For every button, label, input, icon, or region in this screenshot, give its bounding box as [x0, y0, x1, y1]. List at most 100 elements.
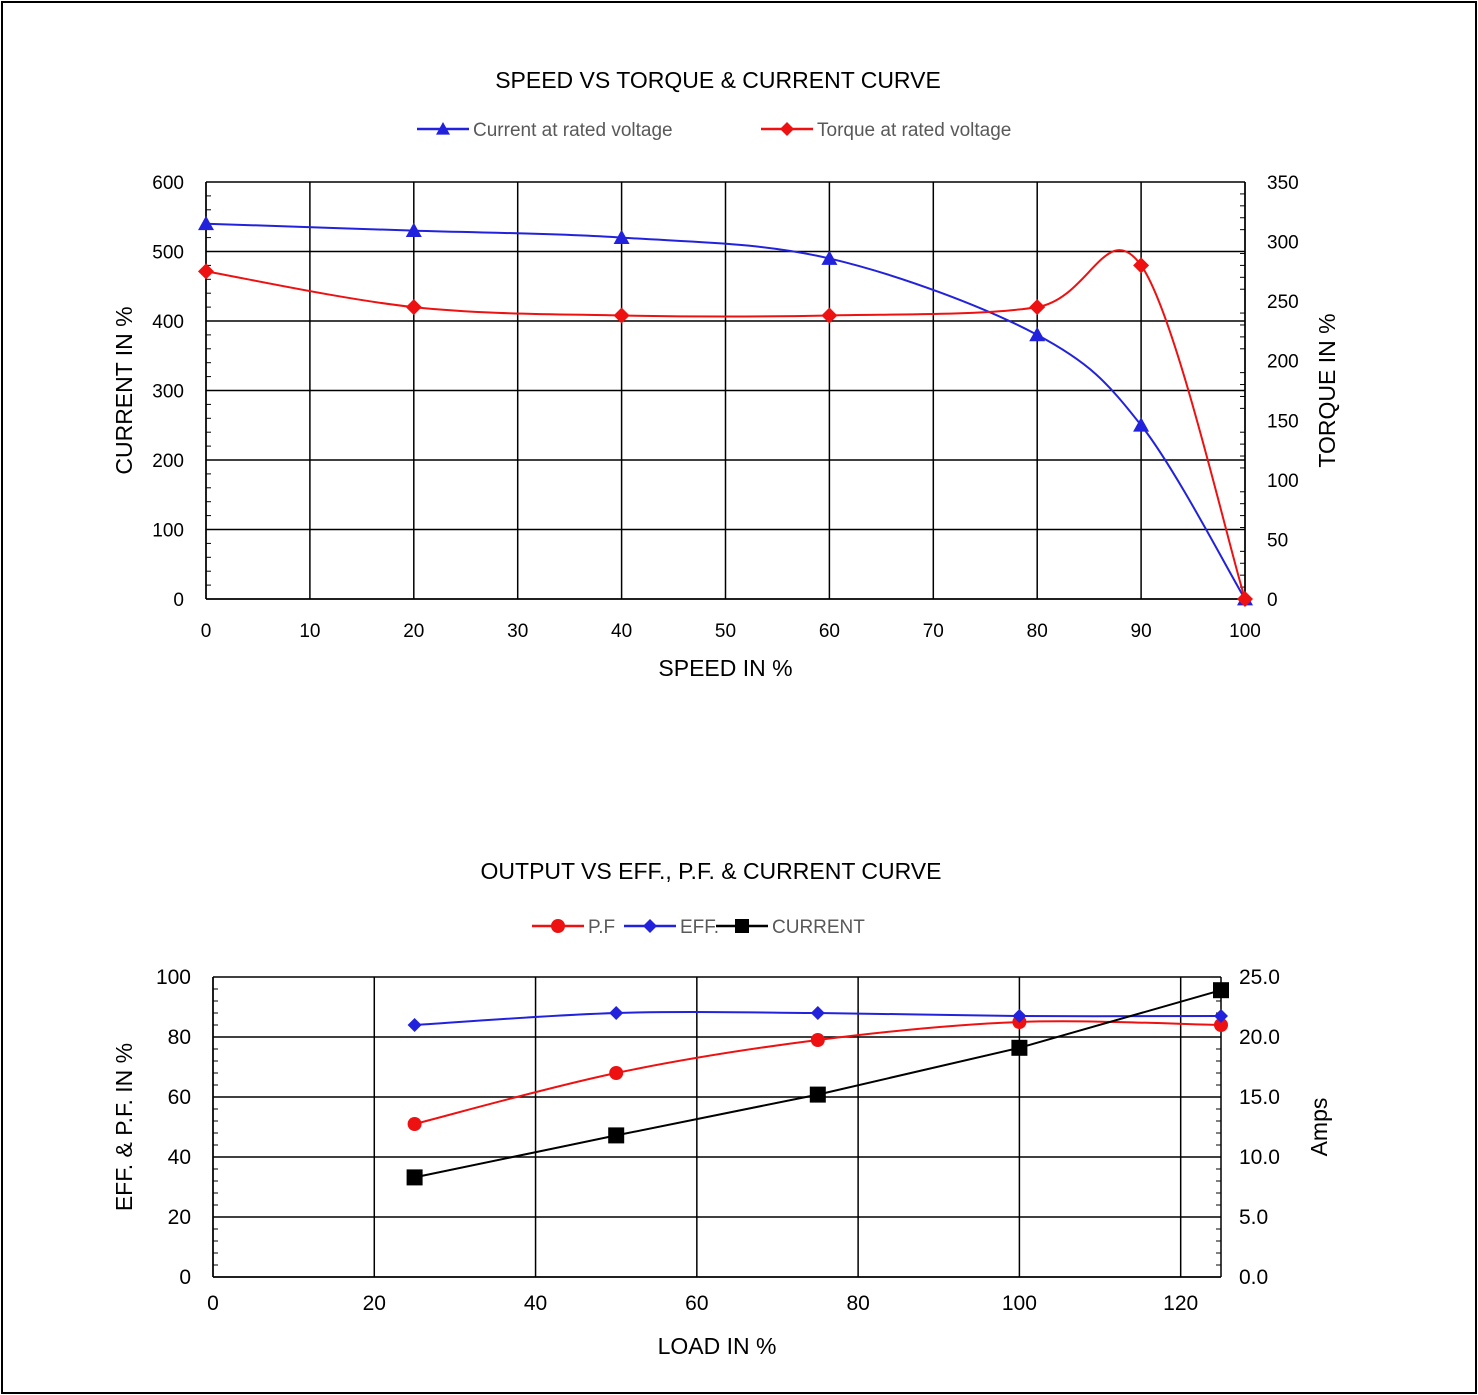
- y-tick-label: 400: [152, 312, 184, 333]
- y2-tick-label: 350: [1267, 173, 1299, 194]
- x-tick-label: 100: [1229, 621, 1261, 642]
- x-axis-title: LOAD IN %: [658, 1333, 777, 1359]
- data-point: [198, 263, 214, 280]
- data-point: [1012, 1009, 1027, 1023]
- x-tick-label: 40: [524, 1292, 547, 1315]
- speed-torque-current-chart: SPEED VS TORQUE & CURRENT CURVE Current a…: [111, 67, 1340, 681]
- y2-tick-label: 15.0: [1239, 1086, 1280, 1109]
- legend-label: P.F: [588, 917, 615, 938]
- x-tick-label: 20: [363, 1292, 386, 1315]
- legend-label: EFF.: [680, 917, 719, 938]
- data-point: [1029, 326, 1046, 342]
- x-tick-label: 60: [819, 621, 840, 642]
- data-point: [1214, 1018, 1228, 1032]
- y2-tick-label: 150: [1267, 411, 1299, 432]
- x-tick-label: 100: [1002, 1292, 1037, 1315]
- y2-tick-label: 25.0: [1239, 966, 1280, 989]
- legend-item: Current at rated voltage: [417, 120, 673, 141]
- legend-item: EFF.: [624, 917, 719, 938]
- data-point: [1214, 1009, 1228, 1023]
- data-point: [405, 299, 422, 316]
- y-tick-label: 100: [156, 966, 191, 989]
- data-point: [613, 229, 630, 244]
- y-tick-label: 0: [173, 590, 184, 611]
- series-current: [406, 982, 1229, 1186]
- data-point: [810, 1033, 825, 1047]
- x-axis-title: SPEED IN %: [658, 655, 792, 681]
- y2-tick-label: 250: [1267, 292, 1299, 313]
- legend-label: Torque at rated voltage: [817, 120, 1011, 141]
- series-p-f: [407, 1015, 1228, 1131]
- data-point: [1011, 1039, 1028, 1056]
- y-tick-label: 80: [168, 1026, 191, 1049]
- data-point: [407, 1018, 422, 1032]
- legend-marker: [551, 919, 565, 933]
- data-point: [609, 1066, 624, 1080]
- y-tick-label: 100: [152, 521, 184, 542]
- chart-title: SPEED VS TORQUE & CURRENT CURVE: [495, 67, 941, 93]
- data-point: [1029, 299, 1046, 316]
- chart-legend: Current at rated voltage Torque at rated …: [417, 120, 1011, 141]
- y2-tick-label: 20.0: [1239, 1026, 1280, 1049]
- data-point: [1213, 982, 1229, 999]
- legend-item: CURRENT: [716, 917, 865, 938]
- y-tick-label: 200: [152, 451, 184, 472]
- data-point: [1133, 417, 1150, 432]
- plot-area: [205, 181, 1246, 600]
- x-tick-label: 80: [1027, 621, 1048, 642]
- series-torque-at-rated-voltage: [198, 249, 1253, 607]
- x-tick-label: 80: [846, 1292, 869, 1315]
- data-point: [608, 1127, 625, 1144]
- data-point: [810, 1006, 825, 1020]
- y-tick-label: 60: [168, 1086, 191, 1109]
- x-tick-label: 120: [1163, 1292, 1198, 1315]
- data-point: [405, 222, 422, 238]
- y2-tick-label: 0: [1267, 590, 1278, 611]
- legend-label: Current at rated voltage: [473, 120, 673, 141]
- y2-tick-label: 100: [1267, 471, 1299, 492]
- data-point: [406, 1169, 423, 1186]
- y-tick-label: 500: [152, 243, 184, 264]
- y2-axis-title: Amps: [1306, 1098, 1332, 1157]
- data-point: [407, 1117, 422, 1131]
- x-tick-label: 0: [207, 1292, 219, 1315]
- plot-area: [212, 976, 1222, 1278]
- legend-marker: [643, 919, 657, 933]
- data-point: [821, 307, 838, 324]
- x-tick-label: 30: [507, 621, 528, 642]
- y-tick-label: 0: [179, 1266, 191, 1289]
- series-current-at-rated-voltage: [198, 215, 1253, 606]
- data-point: [1237, 591, 1253, 607]
- legend-item: P.F: [532, 917, 615, 938]
- data-point: [809, 1086, 826, 1103]
- legend-item: Torque at rated voltage: [761, 120, 1011, 141]
- chart-title: OUTPUT VS EFF., P.F. & CURRENT CURVE: [481, 858, 942, 884]
- legend-marker: [780, 122, 794, 136]
- x-tick-label: 20: [403, 621, 424, 642]
- x-tick-label: 40: [611, 621, 632, 642]
- x-tick-label: 90: [1131, 621, 1152, 642]
- data-point: [609, 1006, 624, 1020]
- x-tick-label: 50: [715, 621, 736, 642]
- y2-tick-label: 50: [1267, 530, 1288, 551]
- y-tick-label: 300: [152, 382, 184, 403]
- legend-label: CURRENT: [772, 917, 865, 938]
- x-tick-label: 70: [923, 621, 944, 642]
- y2-axis-title: TORQUE IN %: [1314, 313, 1340, 467]
- data-point: [613, 307, 630, 324]
- legend-marker: [735, 919, 749, 933]
- series-eff: [407, 1006, 1228, 1032]
- x-tick-label: 0: [201, 621, 212, 642]
- data-point: [1133, 257, 1150, 274]
- y2-tick-label: 300: [1267, 233, 1299, 254]
- x-tick-label: 10: [299, 621, 320, 642]
- data-point: [198, 215, 214, 231]
- y2-tick-label: 0.0: [1239, 1266, 1268, 1289]
- y2-tick-label: 10.0: [1239, 1146, 1280, 1169]
- y-axis-title: EFF. & P.F. IN %: [111, 1043, 137, 1211]
- x-tick-label: 60: [685, 1292, 708, 1315]
- y-tick-label: 600: [152, 173, 184, 194]
- y2-tick-label: 5.0: [1239, 1206, 1268, 1229]
